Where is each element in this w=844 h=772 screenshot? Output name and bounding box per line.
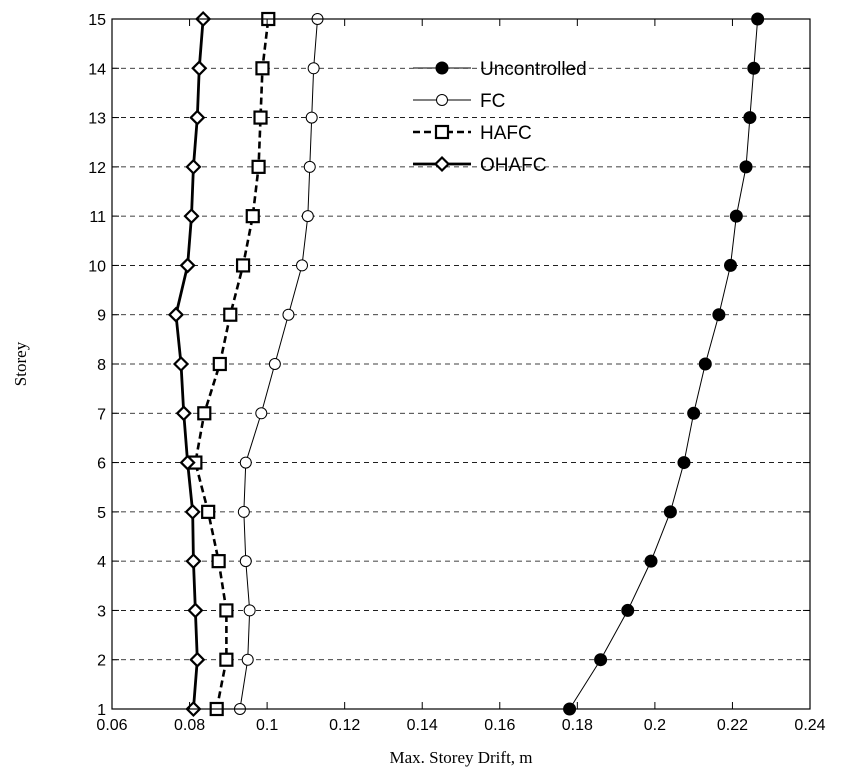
x-axis-title: Max. Storey Drift, m (389, 748, 532, 767)
data-point-uncontrolled (747, 61, 761, 75)
y-tick-label: 15 (88, 12, 106, 29)
data-point-ohafc (172, 355, 190, 373)
x-tick-label: 0.18 (562, 717, 593, 734)
legend-marker (434, 124, 450, 140)
data-point-ohafc (189, 651, 206, 668)
data-point-fc (243, 604, 256, 617)
data-point-fc (241, 653, 254, 666)
legend-label: HAFC (480, 123, 532, 144)
data-point-hafc (219, 652, 234, 667)
y-tick-label: 1 (97, 702, 106, 719)
data-point-fc (239, 555, 252, 568)
data-point-uncontrolled (687, 406, 701, 420)
y-tick-label: 8 (97, 357, 106, 374)
legend-item-uncontrolled: Uncontrolled (413, 59, 587, 80)
data-point-uncontrolled (594, 653, 608, 667)
data-point-ohafc (179, 257, 196, 274)
y-tick-label: 9 (97, 308, 106, 325)
series-fc (233, 13, 324, 715)
data-point-fc (305, 111, 318, 124)
data-point-uncontrolled (739, 160, 753, 174)
series-group (167, 10, 765, 718)
data-point-fc (239, 456, 252, 469)
legend-item-fc: FC (413, 91, 505, 112)
data-point-hafc (235, 258, 251, 273)
data-point-uncontrolled (663, 505, 677, 519)
data-point-ohafc (179, 454, 196, 471)
data-point-fc (237, 505, 250, 518)
y-tick-label: 4 (97, 554, 106, 571)
y-tick-label: 13 (88, 111, 106, 128)
data-point-fc (296, 259, 309, 272)
data-point-ohafc (185, 158, 202, 175)
series-uncontrolled (563, 12, 765, 716)
data-point-hafc (245, 209, 260, 224)
legend-label: Uncontrolled (480, 59, 587, 80)
data-point-hafc (251, 159, 266, 174)
data-point-uncontrolled (698, 357, 712, 371)
x-tick-label: 0.2 (644, 717, 666, 734)
data-point-fc (268, 358, 281, 370)
data-point-uncontrolled (677, 456, 691, 470)
data-point-fc (307, 62, 320, 75)
data-point-ohafc (191, 60, 208, 77)
y-tick-label: 10 (88, 258, 106, 275)
legend-marker (433, 155, 451, 173)
data-point-ohafc (183, 208, 200, 225)
data-point-hafc (219, 603, 234, 618)
y-axis-title: Storey (11, 341, 30, 386)
data-point-ohafc (189, 109, 206, 126)
x-tick-label: 0.22 (717, 717, 748, 734)
y-tick-label: 6 (97, 456, 106, 473)
y-tick-label: 2 (97, 653, 106, 670)
data-point-hafc (255, 61, 270, 76)
data-point-uncontrolled (743, 111, 757, 125)
data-point-hafc (223, 307, 238, 322)
y-tick-label: 14 (88, 61, 106, 78)
x-tick-label: 0.16 (484, 717, 515, 734)
legend: Uncontrolled FC HAFC OHAFC (413, 59, 587, 176)
data-point-ohafc (175, 405, 192, 422)
series-ohafc (167, 10, 212, 718)
data-point-hafc (253, 110, 268, 125)
data-point-hafc (212, 356, 227, 372)
x-tick-label: 0.14 (407, 717, 438, 734)
y-tick-label: 7 (97, 406, 106, 423)
x-tick-label: 0.12 (329, 717, 360, 734)
y-tick-label: 12 (88, 160, 106, 177)
data-point-fc (303, 160, 316, 173)
legend-marker (435, 61, 449, 75)
data-point-uncontrolled (729, 209, 743, 223)
data-point-uncontrolled (724, 258, 738, 272)
data-point-hafc (201, 504, 216, 519)
x-tick-label: 0.1 (256, 717, 278, 734)
data-point-fc (282, 308, 295, 321)
y-tick-label: 5 (97, 505, 106, 522)
x-tick-label: 0.06 (96, 717, 127, 734)
data-point-hafc (197, 406, 212, 421)
legend-marker (436, 94, 448, 106)
legend-item-ohafc: OHAFC (413, 155, 547, 176)
legend-label: OHAFC (480, 155, 547, 176)
x-tick-label: 0.24 (794, 717, 825, 734)
data-point-fc (301, 210, 314, 223)
data-point-ohafc (185, 553, 202, 570)
data-point-ohafc (167, 306, 185, 323)
data-point-hafc (211, 554, 226, 569)
data-point-uncontrolled (621, 603, 635, 617)
legend-label: FC (480, 91, 505, 112)
data-point-ohafc (184, 503, 201, 520)
x-tick-label: 0.08 (174, 717, 205, 734)
data-point-uncontrolled (712, 308, 726, 322)
y-tick-label: 3 (97, 603, 106, 620)
data-point-ohafc (187, 602, 204, 619)
legend-item-hafc: HAFC (413, 123, 532, 144)
data-point-fc (255, 407, 268, 420)
y-tick-label: 11 (89, 209, 106, 226)
data-point-uncontrolled (644, 554, 658, 568)
